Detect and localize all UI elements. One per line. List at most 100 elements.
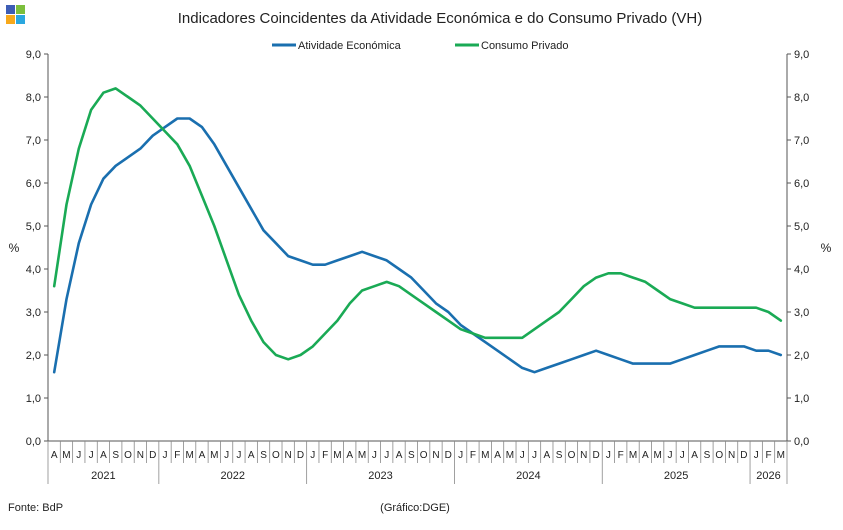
y-tick-label-left: 3,0 xyxy=(26,307,41,319)
month-label: D xyxy=(149,450,156,461)
month-label: M xyxy=(629,450,637,461)
month-label: J xyxy=(532,450,537,461)
month-label: M xyxy=(333,450,341,461)
month-label: N xyxy=(432,450,439,461)
logo-square-green xyxy=(16,5,25,14)
month-label: J xyxy=(680,450,685,461)
y-axis-label-right: % xyxy=(821,241,832,255)
y-ticks-right: 0,0 1,0 2,0 3,0 4,0 5,0 6,0 7,0 8,0 9,0 xyxy=(787,49,809,448)
y-tick-label-right: 2,0 xyxy=(794,350,809,362)
source-note: Fonte: BdP xyxy=(8,502,63,514)
year-label: 2021 xyxy=(91,470,115,482)
month-label: D xyxy=(445,450,452,461)
month-label: J xyxy=(76,450,81,461)
y-tick-label-right: 8,0 xyxy=(794,92,809,104)
y-tick-label-left: 2,0 xyxy=(26,350,41,362)
month-label: D xyxy=(297,450,304,461)
year-label: 2025 xyxy=(664,470,688,482)
month-label: S xyxy=(704,450,711,461)
month-label: F xyxy=(618,450,624,461)
month-label: M xyxy=(481,450,489,461)
year-label: 2026 xyxy=(756,470,780,482)
month-label: M xyxy=(654,450,662,461)
y-tick-label-left: 7,0 xyxy=(26,135,41,147)
month-label: F xyxy=(174,450,180,461)
y-tick-label-right: 1,0 xyxy=(794,393,809,405)
year-label: 2023 xyxy=(368,470,392,482)
month-label: J xyxy=(384,450,389,461)
legend-label-atividade: Atividade Económica xyxy=(298,40,402,52)
month-label: J xyxy=(224,450,229,461)
axes xyxy=(47,54,788,442)
month-label: A xyxy=(396,450,403,461)
month-label: O xyxy=(420,450,428,461)
month-label: A xyxy=(199,450,206,461)
x-year-labels: 2021 2022 2023 2024 2025 2026 xyxy=(47,463,788,484)
y-tick-label-left: 5,0 xyxy=(26,221,41,233)
chart-title: Indicadores Coincidentes da Atividade Ec… xyxy=(178,10,702,27)
y-tick-label-right: 4,0 xyxy=(794,264,809,276)
month-label: O xyxy=(568,450,576,461)
month-label: A xyxy=(100,450,107,461)
month-label: M xyxy=(506,450,514,461)
month-label: A xyxy=(494,450,501,461)
month-label: M xyxy=(358,450,366,461)
month-label: J xyxy=(606,450,611,461)
month-label: S xyxy=(112,450,119,461)
month-label: J xyxy=(236,450,241,461)
month-label: F xyxy=(470,450,476,461)
month-label: J xyxy=(520,450,525,461)
logo-square-cyan xyxy=(16,15,25,24)
month-label: S xyxy=(556,450,563,461)
month-label: F xyxy=(765,450,771,461)
month-label: A xyxy=(346,450,353,461)
month-label: M xyxy=(210,450,218,461)
month-label: A xyxy=(691,450,698,461)
month-label: D xyxy=(740,450,747,461)
y-tick-label-left: 4,0 xyxy=(26,264,41,276)
dge-logo-icon xyxy=(6,5,25,24)
month-label: J xyxy=(163,450,168,461)
y-tick-label-left: 1,0 xyxy=(26,393,41,405)
month-label: A xyxy=(543,450,550,461)
month-label: J xyxy=(89,450,94,461)
y-tick-label-right: 5,0 xyxy=(794,221,809,233)
month-label: J xyxy=(310,450,315,461)
month-label: J xyxy=(667,450,672,461)
month-label: N xyxy=(728,450,735,461)
credit-note: (Gráfico:DGE) xyxy=(380,502,450,514)
month-label: N xyxy=(580,450,587,461)
month-label: O xyxy=(715,450,723,461)
month-label: N xyxy=(137,450,144,461)
series-line-consumo-privado xyxy=(52,87,783,361)
month-label: A xyxy=(642,450,649,461)
legend-label-consumo: Consumo Privado xyxy=(481,40,568,52)
year-label: 2022 xyxy=(221,470,245,482)
month-label: M xyxy=(185,450,193,461)
legend: Atividade Económica Consumo Privado xyxy=(272,40,568,52)
month-label: J xyxy=(458,450,463,461)
month-label: O xyxy=(124,450,132,461)
logo-square-orange xyxy=(6,15,15,24)
month-label: S xyxy=(408,450,415,461)
series-line-atividade-economica xyxy=(52,117,783,374)
month-label: M xyxy=(62,450,70,461)
y-tick-label-left: 0,0 xyxy=(26,436,41,448)
month-label: D xyxy=(592,450,599,461)
month-label: O xyxy=(272,450,280,461)
month-label: J xyxy=(372,450,377,461)
y-axis-label-left: % xyxy=(9,241,20,255)
month-label: A xyxy=(51,450,58,461)
y-tick-label-left: 9,0 xyxy=(26,49,41,61)
y-tick-label-right: 6,0 xyxy=(794,178,809,190)
y-tick-label-right: 0,0 xyxy=(794,436,809,448)
year-label: 2024 xyxy=(516,470,540,482)
month-label: M xyxy=(777,450,785,461)
y-tick-label-left: 8,0 xyxy=(26,92,41,104)
month-label: F xyxy=(322,450,328,461)
y-tick-label-right: 3,0 xyxy=(794,307,809,319)
month-label: S xyxy=(260,450,267,461)
